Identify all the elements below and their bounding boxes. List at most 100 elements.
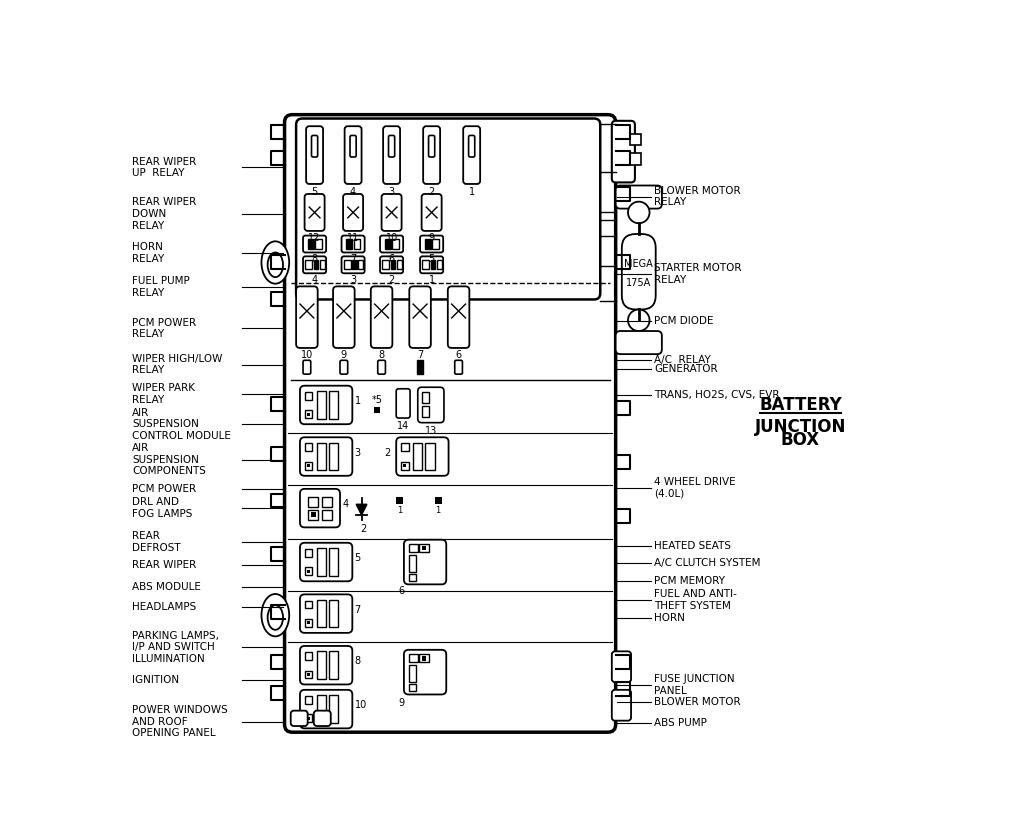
Bar [437, 260, 441, 270]
Text: JUNCTION: JUNCTION [755, 417, 846, 435]
Text: FUEL AND ANTI-
THEFT SYSTEM: FUEL AND ANTI- THEFT SYSTEM [654, 590, 737, 611]
Bar [358, 260, 364, 270]
Bar [315, 239, 322, 249]
Bar [409, 544, 418, 552]
Text: 4: 4 [342, 499, 348, 509]
Text: WIPER PARK
RELAY: WIPER PARK RELAY [132, 383, 196, 405]
Text: 1: 1 [469, 187, 475, 197]
Text: TRANS, HO2S, CVS, EVR: TRANS, HO2S, CVS, EVR [654, 390, 779, 400]
Text: 9: 9 [341, 350, 347, 360]
Bar [346, 239, 352, 249]
FancyBboxPatch shape [611, 651, 631, 682]
Bar [330, 549, 339, 576]
FancyBboxPatch shape [342, 235, 365, 253]
FancyBboxPatch shape [615, 186, 662, 208]
Text: 2: 2 [388, 275, 394, 285]
Bar [417, 360, 423, 374]
Text: PARKING LAMPS,
I/P AND SWITCH
ILLUMINATION: PARKING LAMPS, I/P AND SWITCH ILLUMINATI… [132, 631, 219, 664]
FancyBboxPatch shape [382, 194, 401, 231]
FancyBboxPatch shape [350, 135, 356, 157]
Bar [422, 546, 426, 550]
Bar [422, 260, 429, 270]
Ellipse shape [261, 241, 289, 284]
Text: PCM DIODE: PCM DIODE [654, 316, 714, 326]
Bar [307, 622, 310, 624]
Text: 13: 13 [425, 426, 437, 436]
Bar [354, 239, 360, 249]
Bar [310, 512, 316, 517]
Bar [413, 443, 422, 470]
FancyBboxPatch shape [455, 360, 463, 374]
Bar [425, 239, 431, 249]
Text: PCM POWER
RELAY: PCM POWER RELAY [132, 318, 197, 339]
Text: 1: 1 [435, 506, 440, 515]
Bar [319, 260, 325, 270]
FancyBboxPatch shape [333, 286, 354, 348]
Bar [330, 391, 339, 419]
FancyBboxPatch shape [380, 256, 403, 273]
FancyBboxPatch shape [300, 489, 340, 528]
Bar [409, 654, 418, 662]
FancyBboxPatch shape [300, 386, 352, 424]
Text: A/C  RELAY: A/C RELAY [654, 354, 711, 365]
FancyBboxPatch shape [311, 135, 317, 157]
Text: 6: 6 [456, 350, 462, 360]
Text: 12: 12 [308, 234, 321, 244]
FancyBboxPatch shape [303, 360, 310, 374]
Bar [630, 134, 641, 145]
Text: 10: 10 [301, 350, 313, 360]
FancyBboxPatch shape [300, 543, 352, 581]
Bar [322, 496, 332, 507]
Bar [344, 260, 351, 270]
Bar [432, 239, 438, 249]
Text: 4: 4 [350, 187, 356, 197]
Text: MEGA: MEGA [625, 260, 653, 269]
FancyBboxPatch shape [304, 194, 325, 231]
Bar [316, 443, 326, 470]
FancyBboxPatch shape [303, 256, 326, 273]
FancyBboxPatch shape [403, 540, 446, 585]
Text: 2: 2 [385, 448, 391, 458]
Bar [304, 601, 312, 608]
Text: 5: 5 [428, 254, 435, 264]
Text: ABS PUMP: ABS PUMP [654, 718, 707, 728]
Bar [382, 260, 389, 270]
Text: 1: 1 [354, 396, 360, 406]
Bar [316, 696, 326, 723]
FancyBboxPatch shape [420, 235, 443, 253]
Text: REAR WIPER
UP  RELAY: REAR WIPER UP RELAY [132, 156, 197, 178]
Text: AIR
SUSPENSION
CONTROL MODULE: AIR SUSPENSION CONTROL MODULE [132, 407, 231, 441]
Bar [316, 391, 326, 419]
Bar [307, 570, 310, 573]
Bar [304, 391, 312, 400]
Bar [409, 665, 416, 682]
Bar [396, 496, 403, 503]
FancyBboxPatch shape [615, 331, 662, 354]
FancyBboxPatch shape [423, 126, 440, 184]
Bar [307, 465, 310, 467]
FancyBboxPatch shape [340, 360, 348, 374]
Bar [409, 684, 416, 691]
FancyBboxPatch shape [447, 286, 469, 348]
FancyBboxPatch shape [611, 690, 631, 721]
Bar [422, 406, 429, 417]
FancyBboxPatch shape [300, 595, 352, 633]
Bar [391, 260, 395, 270]
Text: 4: 4 [311, 275, 317, 285]
FancyBboxPatch shape [469, 135, 475, 157]
Bar [304, 619, 312, 627]
Text: BATTERY: BATTERY [759, 396, 842, 414]
Text: 1: 1 [429, 275, 435, 285]
FancyBboxPatch shape [291, 711, 307, 726]
Text: STARTER MOTOR
RELAY: STARTER MOTOR RELAY [654, 264, 741, 285]
Circle shape [628, 202, 649, 223]
Bar [307, 412, 310, 416]
Bar [316, 600, 326, 627]
Text: REAR
DEFROST: REAR DEFROST [132, 531, 180, 553]
FancyBboxPatch shape [303, 235, 326, 253]
Bar [374, 407, 380, 413]
Text: 10: 10 [385, 234, 397, 244]
FancyBboxPatch shape [403, 650, 446, 695]
FancyBboxPatch shape [622, 234, 655, 309]
Text: IGNITION: IGNITION [132, 675, 179, 685]
